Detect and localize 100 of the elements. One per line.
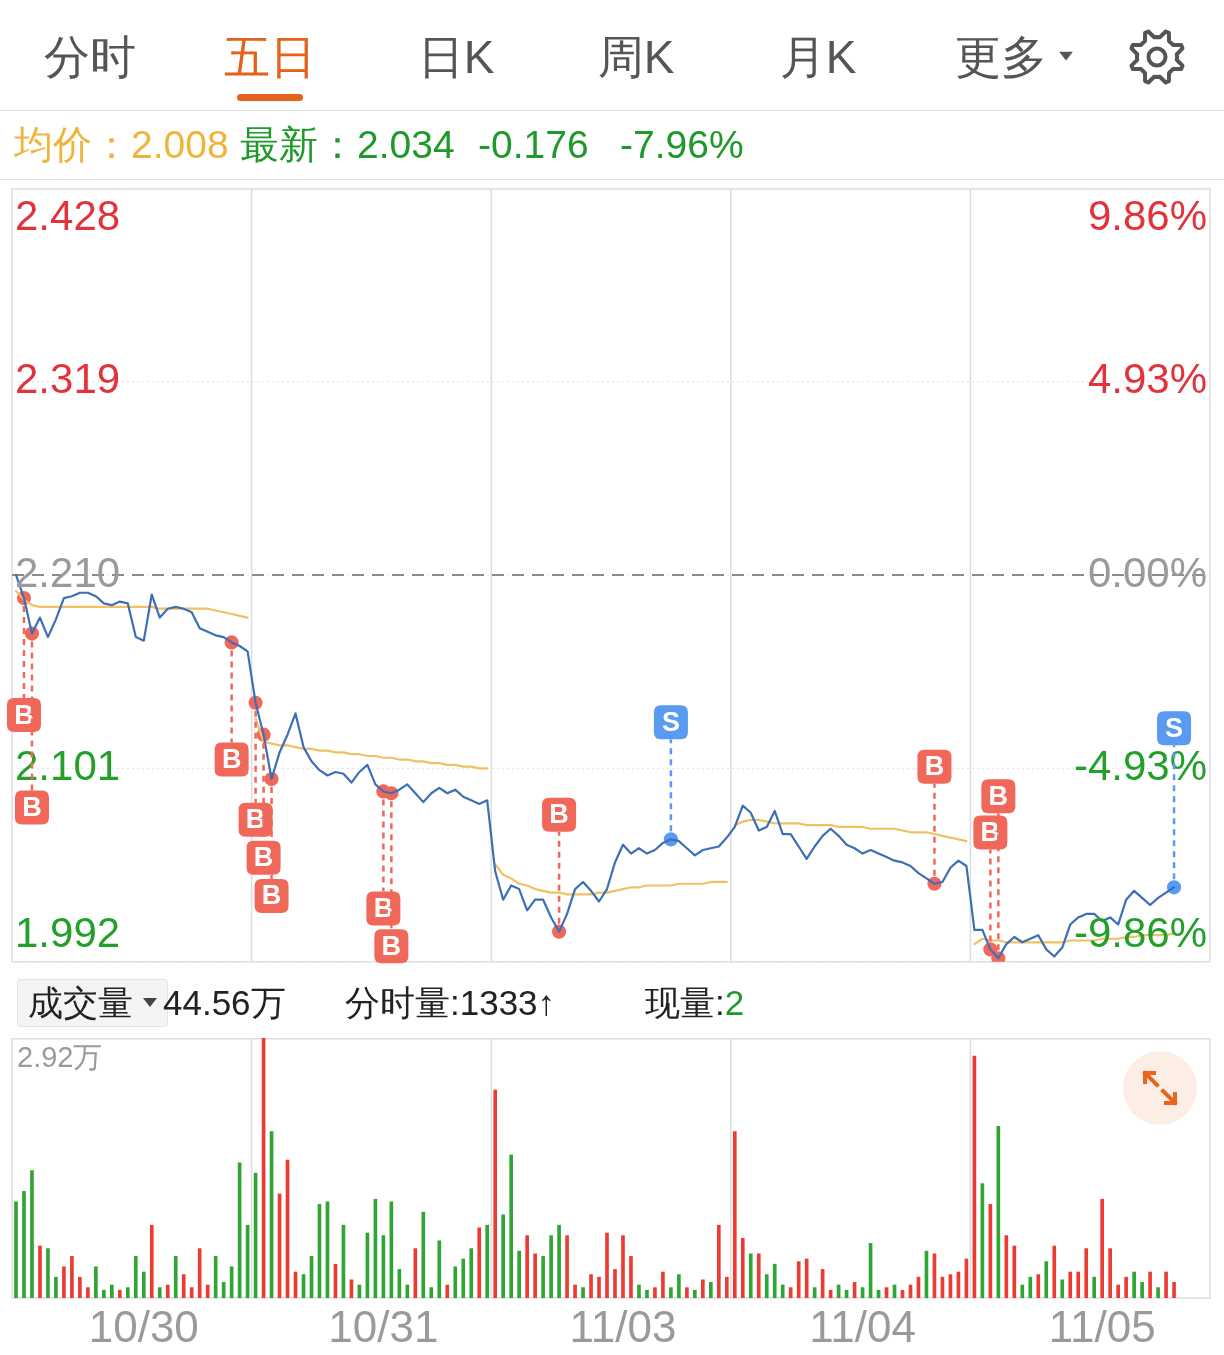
x-tick-label: 11/04 [809, 1302, 916, 1352]
bar [701, 1279, 705, 1298]
bar [756, 1253, 761, 1298]
bar [1124, 1276, 1128, 1298]
bar [1036, 1274, 1041, 1298]
bar [38, 1245, 42, 1298]
bar [645, 1289, 649, 1298]
bar [14, 1201, 18, 1298]
bar [62, 1266, 66, 1298]
bar [1116, 1284, 1120, 1298]
bar [22, 1191, 26, 1298]
bar [421, 1211, 426, 1298]
bar [141, 1271, 146, 1298]
bar [205, 1284, 210, 1298]
bar [477, 1227, 482, 1298]
x-tick-label: 11/03 [569, 1302, 677, 1352]
bar [1092, 1276, 1097, 1298]
bar [677, 1274, 681, 1298]
bar [181, 1274, 186, 1298]
bar [1012, 1245, 1017, 1298]
bar [661, 1271, 665, 1298]
bar [86, 1287, 90, 1298]
bar [46, 1248, 50, 1298]
bar [1140, 1282, 1144, 1298]
bar [589, 1274, 593, 1298]
bar [157, 1287, 162, 1298]
bar [125, 1287, 130, 1298]
bar [1100, 1198, 1105, 1298]
bar [461, 1258, 466, 1298]
bar [764, 1274, 769, 1298]
annotation: 2.92万 [17, 1041, 103, 1075]
bar [581, 1287, 585, 1298]
bar [565, 1235, 569, 1298]
bar [78, 1276, 82, 1298]
bar [621, 1235, 625, 1298]
text: 分时量:1333↑ [345, 982, 556, 1024]
bar [629, 1256, 633, 1298]
bar [453, 1266, 458, 1298]
bar [669, 1287, 673, 1298]
bar [437, 1240, 442, 1298]
bar [605, 1232, 609, 1298]
bar [1132, 1271, 1136, 1298]
bar [780, 1284, 785, 1298]
bar [541, 1256, 545, 1298]
bar [509, 1154, 513, 1298]
bar [724, 1276, 729, 1298]
bar [1052, 1245, 1057, 1298]
bar [1156, 1287, 1160, 1298]
bar [485, 1224, 490, 1298]
bar [149, 1224, 154, 1298]
x-tick-label: 10/31 [328, 1302, 439, 1352]
bar [165, 1284, 170, 1298]
bar [189, 1287, 194, 1298]
bar [557, 1224, 561, 1298]
x-tick-label: 10/30 [88, 1302, 199, 1352]
bar [173, 1256, 178, 1298]
bar [732, 1131, 737, 1298]
bar [1060, 1279, 1065, 1298]
bar [1020, 1284, 1025, 1298]
bar [1028, 1276, 1033, 1298]
bar [573, 1284, 577, 1298]
bar [533, 1253, 537, 1298]
bar [804, 1258, 809, 1298]
bar [110, 1284, 114, 1298]
bar [1172, 1282, 1176, 1298]
bar [772, 1263, 777, 1298]
bar [709, 1282, 713, 1298]
bar [469, 1248, 474, 1298]
bar [117, 1289, 122, 1298]
bar [133, 1256, 138, 1298]
bar [740, 1237, 745, 1298]
bar [1108, 1248, 1112, 1298]
bar [685, 1287, 689, 1298]
bar [94, 1266, 98, 1298]
bar [716, 1224, 721, 1298]
bar [796, 1261, 801, 1298]
bar [693, 1289, 697, 1298]
bar [788, 1287, 793, 1298]
bar [1084, 1248, 1089, 1298]
x-tick-label: 11/05 [1048, 1302, 1156, 1352]
text: 2 [724, 982, 745, 1024]
bar [517, 1250, 521, 1298]
bar [525, 1235, 529, 1298]
bar [197, 1248, 202, 1298]
bar [1044, 1261, 1049, 1298]
bar [1068, 1271, 1073, 1298]
bar [70, 1256, 74, 1298]
bar [445, 1284, 450, 1298]
bar [597, 1276, 601, 1298]
bar [493, 1089, 498, 1298]
bar [549, 1235, 553, 1298]
bar [748, 1253, 753, 1298]
bar [413, 1248, 418, 1298]
bar [653, 1287, 657, 1298]
bar [54, 1276, 58, 1298]
bar [429, 1287, 434, 1298]
bar [501, 1214, 506, 1298]
bar [637, 1284, 641, 1298]
bar [1164, 1271, 1168, 1298]
bar [30, 1170, 34, 1298]
